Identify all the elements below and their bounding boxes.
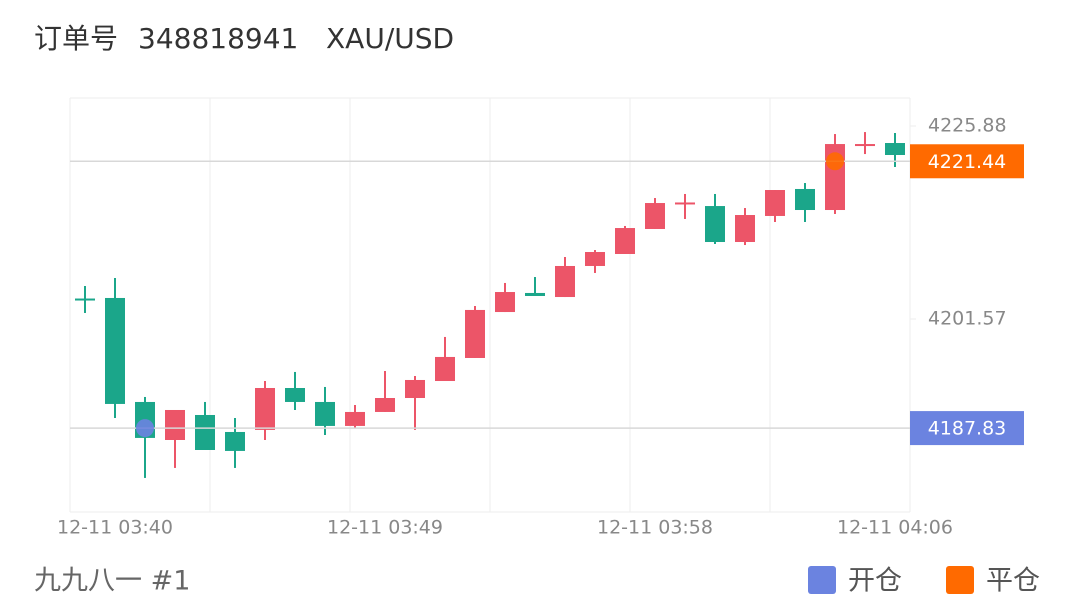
- candle-body: [765, 190, 785, 216]
- candle-body: [315, 401, 335, 426]
- candle-body: [225, 431, 245, 451]
- candle-body: [195, 414, 215, 450]
- candle-body: [405, 379, 425, 399]
- candle-body: [855, 144, 875, 147]
- candle-body: [345, 411, 365, 426]
- legend-label: 平仓: [986, 566, 1040, 597]
- x-tick-label: 12-11 03:58: [597, 517, 713, 539]
- legend-label: 开仓: [848, 566, 902, 597]
- candle-body: [525, 292, 545, 296]
- legend-swatch: [946, 566, 974, 594]
- candle-body: [645, 203, 665, 229]
- symbol: XAU/USD: [326, 22, 454, 55]
- candle-body: [465, 309, 485, 358]
- candle-body: [495, 292, 515, 313]
- y-tick-label: 4225.88: [928, 115, 1007, 137]
- price-label: 4187.83: [928, 418, 1007, 440]
- x-tick-label: 12-11 03:40: [57, 517, 173, 539]
- trade-marker: [136, 419, 154, 438]
- candle-body: [555, 265, 575, 298]
- candle-body: [75, 298, 95, 301]
- candle-body: [795, 188, 815, 211]
- grid: [69, 97, 911, 513]
- candle-body: [675, 202, 695, 205]
- candle-body: [585, 252, 605, 266]
- candle-body: [285, 387, 305, 402]
- price-label: 4221.44: [928, 151, 1007, 173]
- order-number: 348818941: [138, 22, 298, 55]
- price-label-box: [910, 144, 1024, 179]
- legend-swatch: [808, 566, 836, 594]
- candle-body: [165, 409, 185, 440]
- price-label-box: [910, 411, 1024, 446]
- order-label: 订单号: [34, 22, 118, 55]
- x-tick-label: 12-11 03:49: [327, 517, 443, 539]
- candle-body: [615, 228, 635, 254]
- candle-body: [885, 143, 905, 155]
- candle-body: [375, 398, 395, 412]
- candle-body: [435, 356, 455, 382]
- trade-marker: [826, 152, 844, 171]
- candle-body: [105, 297, 125, 404]
- x-tick-label: 12-11 04:06: [837, 517, 953, 539]
- account: 九九八一 #1: [34, 566, 190, 597]
- candle-body: [705, 206, 725, 243]
- candle-body: [735, 215, 755, 243]
- candle-body: [255, 387, 275, 430]
- y-tick-label: 4201.57: [928, 308, 1007, 330]
